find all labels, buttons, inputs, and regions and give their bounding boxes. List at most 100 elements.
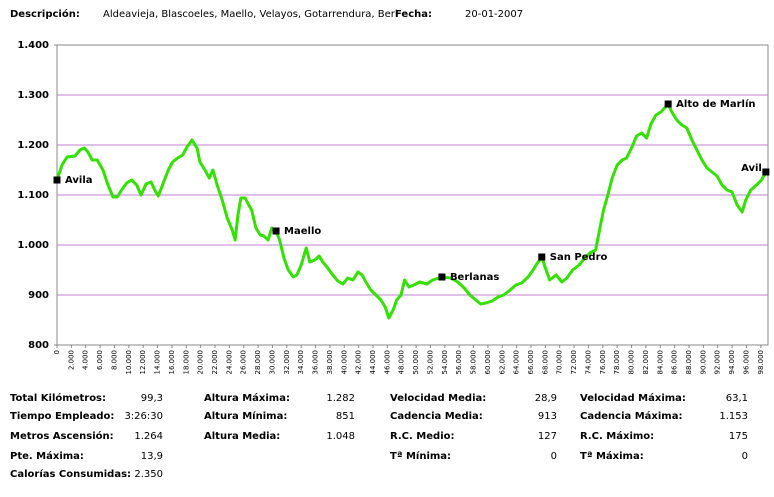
stat-label: Cadencia Media: <box>390 411 483 422</box>
waypoint-marker <box>53 176 61 184</box>
x-tick-label: 34.000 <box>297 350 305 375</box>
waypoint-marker <box>272 227 280 235</box>
waypoint-label: Avil <box>741 163 762 174</box>
x-tick-label: 42.000 <box>355 350 363 375</box>
stat-value: 1.282 <box>326 393 355 404</box>
x-tick-label: 48.000 <box>398 350 406 375</box>
y-tick-label: 1.400 <box>17 40 49 51</box>
x-tick-label: 2.000 <box>67 350 75 370</box>
y-tick-label: 1.000 <box>17 240 49 251</box>
y-tick-label: 1.300 <box>17 90 49 101</box>
desc: Aldeavieja, Blascoeles, Maello, Velayos,… <box>103 9 398 20</box>
x-tick-label: 94.000 <box>728 350 736 375</box>
waypoint-label: San Pedro <box>550 252 608 263</box>
waypoint-marker <box>438 273 446 281</box>
waypoint-marker <box>762 168 770 176</box>
stat-label: Velocidad Máxima: <box>580 392 686 404</box>
stat-label: Metros Ascensión: <box>10 430 114 442</box>
y-tick-label: 1.200 <box>17 140 49 151</box>
x-tick-label: 86.000 <box>671 350 679 375</box>
x-tick-label: 60.000 <box>484 350 492 375</box>
stat-value: 175 <box>729 431 748 442</box>
x-tick-label: 82.000 <box>642 350 650 375</box>
stat-label: Pte. Máxima: <box>10 450 84 462</box>
x-tick-label: 12.000 <box>139 350 147 375</box>
stat-value: 2.350 <box>134 469 163 480</box>
x-tick-label: 40.000 <box>340 350 348 375</box>
x-tick-label: 54.000 <box>441 350 449 375</box>
x-tick-label: 38.000 <box>326 350 334 375</box>
x-tick-label: 16.000 <box>168 350 176 375</box>
waypoint-label: Maello <box>284 226 321 237</box>
x-tick-label: 8.000 <box>110 350 118 370</box>
x-tick-label: 88.000 <box>685 350 693 375</box>
stat-value: 913 <box>538 411 557 422</box>
stat-value: 28,9 <box>535 393 557 404</box>
stat-value: 63,1 <box>726 393 748 404</box>
stat-label: Altura Mínima: <box>204 410 287 422</box>
waypoint-label: Alto de Marlín <box>676 98 755 110</box>
x-tick-label: 46.000 <box>383 350 391 375</box>
stat-label: Altura Media: <box>204 431 280 442</box>
x-tick-label: 4.000 <box>82 350 90 370</box>
x-tick-label: 76.000 <box>599 350 607 375</box>
stat-label: Tª Mínima: <box>390 450 451 462</box>
x-tick-label: 32.000 <box>283 350 291 375</box>
x-tick-label: 56.000 <box>455 350 463 375</box>
stat-label: R.C. Máximo: <box>580 430 654 442</box>
stat-label: R.C. Medio: <box>390 431 455 442</box>
stat-label: Velocidad Media: <box>390 393 486 404</box>
x-tick-label: 22.000 <box>211 350 219 375</box>
x-tick-label: 36.000 <box>312 350 320 375</box>
stat-value: 99,3 <box>141 393 163 404</box>
stat-value: 1.153 <box>719 411 748 422</box>
stat-value: 851 <box>336 411 355 422</box>
x-tick-label: 84.000 <box>656 350 664 375</box>
x-tick-label: 70.000 <box>556 350 564 375</box>
x-tick-label: 30.000 <box>268 350 276 375</box>
x-tick-label: 72.000 <box>570 350 578 375</box>
x-tick-label: 74.000 <box>584 350 592 375</box>
x-tick-label: 0 <box>53 350 61 354</box>
x-tick-label: 24.000 <box>225 350 233 375</box>
stat-value: 127 <box>538 431 557 442</box>
x-tick-label: 98.000 <box>757 350 765 375</box>
date-label: Fecha: <box>395 9 432 20</box>
stat-label: Altura Máxima: <box>204 392 290 404</box>
x-tick-label: 58.000 <box>470 350 478 375</box>
y-tick-label: 800 <box>28 340 49 351</box>
stat-value: 1.048 <box>326 431 355 442</box>
x-tick-label: 64.000 <box>513 350 521 375</box>
waypoint-marker <box>538 253 546 261</box>
x-tick-label: 78.000 <box>613 350 621 375</box>
x-tick-label: 50.000 <box>412 350 420 375</box>
x-tick-label: 18.000 <box>182 350 190 375</box>
waypoint-marker <box>664 100 672 108</box>
x-tick-label: 80.000 <box>628 350 636 375</box>
stat-label: Tª Máxima: <box>580 450 644 462</box>
x-tick-label: 92.000 <box>714 350 722 375</box>
waypoint-label: Avila <box>65 175 93 186</box>
x-tick-label: 52.000 <box>426 350 434 375</box>
x-tick-label: 66.000 <box>527 350 535 375</box>
waypoint-label: Berlanas <box>450 272 499 283</box>
stat-value: 13,9 <box>141 451 163 462</box>
x-tick-label: 68.000 <box>541 350 549 375</box>
x-tick-label: 90.000 <box>699 350 707 375</box>
x-tick-label: 10.000 <box>125 350 133 375</box>
x-tick-label: 6.000 <box>96 350 104 370</box>
x-tick-label: 28.000 <box>254 350 262 375</box>
x-tick-label: 26.000 <box>240 350 248 375</box>
desc-label: Descripción: <box>10 8 80 20</box>
stat-value: 1.264 <box>134 431 163 442</box>
stat-value: 0 <box>551 451 557 462</box>
x-tick-label: 96.000 <box>742 350 750 375</box>
stat-label: Cadencia Máxima: <box>580 410 682 422</box>
elevation-line <box>55 102 768 320</box>
x-tick-label: 62.000 <box>498 350 506 375</box>
stat-label: Calorías Consumidas: <box>10 468 131 480</box>
x-tick-label: 44.000 <box>369 350 377 375</box>
date: 20-01-2007 <box>465 9 523 20</box>
